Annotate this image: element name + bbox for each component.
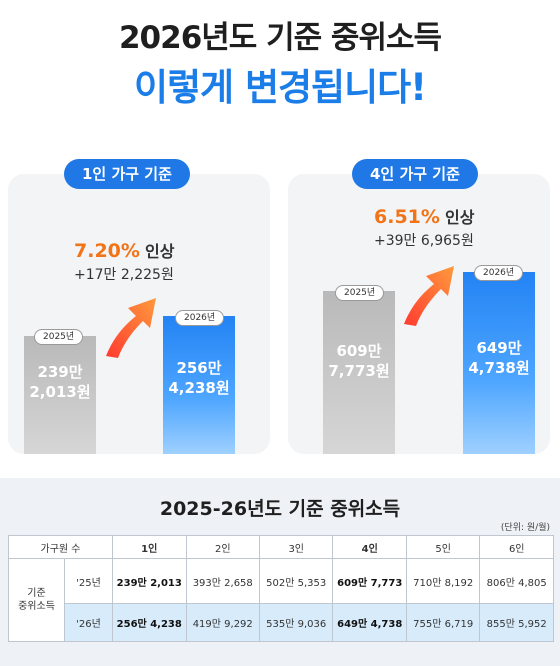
median-income-table: 가구원 수 1인 2인 3인 4인 5인 6인 기준 중위소득 '25년 239… (7, 535, 554, 642)
one-person-year-2025: 2025년 (34, 329, 84, 345)
four-person-pill: 4인 가구 기준 (352, 159, 478, 189)
header-3p: 3인 (258, 535, 334, 559)
one-person-increase-arrow-icon (106, 298, 156, 358)
one-person-increase-pct: 7.20% (74, 240, 140, 262)
four-person-increase-arrow-icon (404, 266, 454, 326)
one-person-2025-line1: 239만 (37, 363, 83, 381)
four-person-year-2025: 2025년 (335, 285, 385, 301)
four-person-year-2026: 2026년 (474, 265, 524, 281)
table-cell: 806만 4,805 (479, 558, 554, 604)
one-person-increase-amount: +17만 2,225원 (74, 267, 174, 283)
header-6p: 6인 (479, 535, 554, 559)
one-person-increase-word: 인상 (145, 242, 175, 261)
row-year: '26년 (63, 603, 114, 642)
headline-title: 2026년도 기준 중위소득 (118, 20, 442, 56)
table-cell: 755만 6,719 (405, 603, 481, 642)
table-cell: 502만 5,353 (258, 558, 334, 604)
headline: 2026년도 기준 중위소득 이렇게 변경됩니다! (0, 18, 560, 114)
four-person-2026-line2: 4,738원 (468, 359, 530, 377)
one-person-pill: 1인 가구 기준 (64, 159, 190, 189)
table-cell: 649만 4,738 (332, 603, 407, 642)
four-person-bar-2026: 649만 4,738원 (463, 272, 535, 454)
table-cell: 239만 2,013 (112, 558, 187, 604)
table-cell: 393만 2,658 (185, 558, 260, 604)
row-group-label-line1: 기준 (27, 588, 46, 599)
row-group-label-line2: 중위소득 (18, 601, 55, 612)
table-cell: 535만 9,036 (258, 603, 334, 642)
four-person-increase-pct: 6.51% (374, 206, 440, 228)
header-household-size: 가구원 수 (7, 535, 114, 559)
table-cell: 855만 5,952 (479, 603, 554, 642)
four-person-increase-word: 인상 (445, 208, 475, 227)
table-title: 2025-26년도 기준 중위소득 (159, 498, 401, 520)
four-person-2025-line2: 7,773원 (328, 362, 390, 380)
header-2p: 2인 (185, 535, 260, 559)
headline-subtitle: 이렇게 변경됩니다! (133, 66, 427, 109)
header-5p: 5인 (405, 535, 481, 559)
table-cell: 419만 9,292 (185, 603, 260, 642)
one-person-increase: 7.20% 인상 +17만 2,225원 (74, 238, 174, 284)
table-cell: 609만 7,773 (332, 558, 407, 604)
four-person-increase-amount: +39만 6,965원 (374, 233, 474, 249)
table-cell: 256만 4,238 (112, 603, 187, 642)
table-cell: 710만 8,192 (405, 558, 481, 604)
table-header-row: 가구원 수 1인 2인 3인 4인 5인 6인 (7, 535, 554, 559)
four-person-2026-line1: 649만 (476, 339, 522, 357)
row-year: '25년 (63, 558, 114, 604)
header-1p: 1인 (112, 535, 187, 559)
one-person-bar-2025: 239만 2,013원 (24, 336, 96, 454)
one-person-bar-2026: 256만 4,238원 (163, 316, 235, 454)
one-person-2026-line1: 256만 (176, 359, 222, 377)
four-person-bar-2025: 609만 7,773원 (323, 291, 395, 454)
four-person-increase: 6.51% 인상 +39만 6,965원 (374, 204, 474, 250)
four-person-2025-line1: 609만 (336, 342, 382, 360)
table-unit: (단위: 원/월) (500, 523, 550, 533)
one-person-2025-line2: 2,013원 (29, 383, 91, 401)
table-row: '26년 256만 4,238 419만 9,292 535만 9,036 64… (9, 603, 554, 642)
one-person-2026-line2: 4,238원 (168, 379, 230, 397)
one-person-year-2026: 2026년 (175, 310, 225, 326)
table-row: 기준 중위소득 '25년 239만 2,013 393만 2,658 502만 … (8, 558, 554, 642)
header-4p: 4인 (332, 535, 407, 559)
row-group-label: 기준 중위소득 (8, 558, 65, 642)
